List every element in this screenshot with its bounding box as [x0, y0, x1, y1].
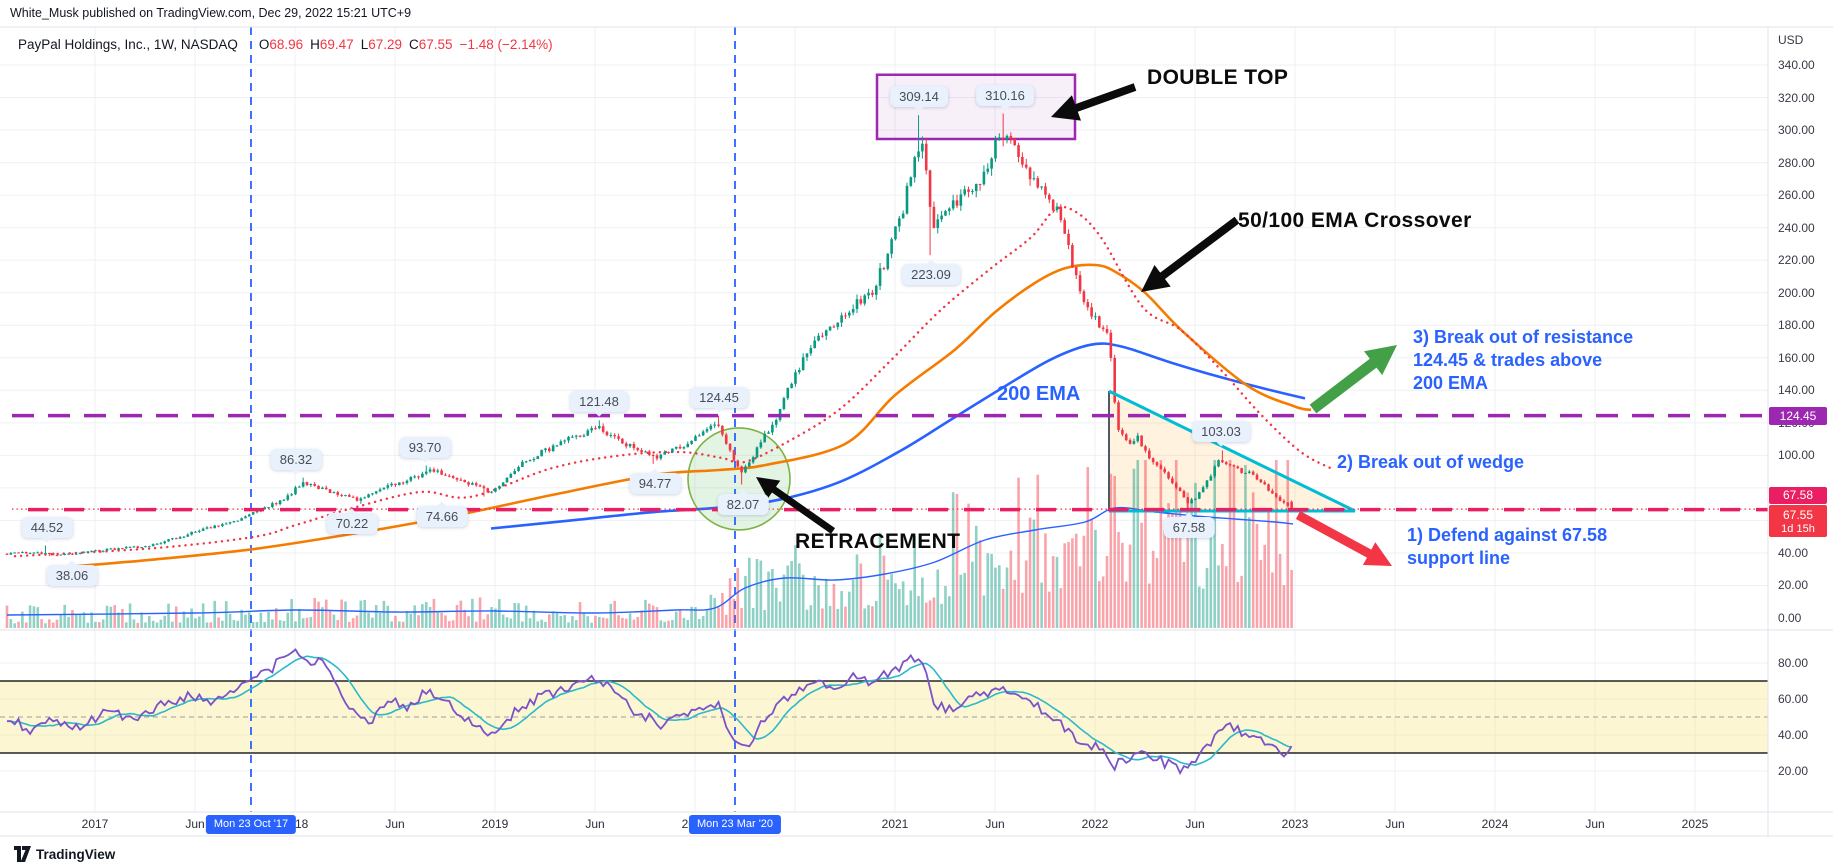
- note-line: 3) Break out of resistance: [1413, 327, 1634, 347]
- price-axis-tick[interactable]: 0.00: [1778, 611, 1802, 625]
- attribution-text: White_Musk published on TradingView.com,…: [10, 6, 412, 20]
- time-axis-label[interactable]: 2025: [1681, 817, 1709, 831]
- time-axis-label[interactable]: Jun: [385, 817, 405, 831]
- rsi-line: [6, 648, 1293, 776]
- rsi-axis-tick[interactable]: 40.00: [1778, 728, 1809, 742]
- price-callout: 103.03: [1192, 421, 1250, 443]
- price-axis-tick[interactable]: 180.00: [1778, 318, 1815, 333]
- price-callout: 309.14: [890, 86, 948, 108]
- volume-histogram: [5, 460, 1293, 628]
- tradingview-logo-icon: [14, 846, 31, 862]
- ohlc-values: O68.96 H69.47 L67.29 C67.55: [252, 37, 453, 52]
- price-axis-tick[interactable]: 280.00: [1778, 155, 1815, 170]
- time-axis-label[interactable]: Jun: [585, 817, 605, 831]
- ohlc-key: C: [409, 37, 419, 52]
- crossover-arrow: [1141, 216, 1240, 292]
- retracement-label: RETRACEMENT: [795, 530, 961, 553]
- price-axis-tick[interactable]: 160.00: [1778, 350, 1815, 365]
- rsi-axis-tick[interactable]: 60.00: [1778, 692, 1809, 706]
- support-arrow: [1295, 511, 1392, 566]
- price-axis-tick[interactable]: 140.00: [1778, 383, 1815, 398]
- price-callout: 223.09: [902, 264, 960, 286]
- bar-countdown: 1d 15h: [1781, 523, 1815, 536]
- price-callout: 93.70: [399, 436, 451, 458]
- tradingview-logo-text: TradingView: [36, 846, 116, 862]
- price-callout: 121.48: [570, 391, 628, 413]
- price-axis-tick[interactable]: 200.00: [1778, 285, 1815, 300]
- note-breakout-wedge: 2) Break out of wedge: [1337, 452, 1525, 472]
- price-axis-tick[interactable]: 220.00: [1778, 253, 1815, 268]
- retracement-circle: [687, 427, 791, 531]
- retracement-arrow: [756, 477, 835, 534]
- price-axis-tick[interactable]: 340.00: [1778, 57, 1815, 72]
- double-top-arrow: [1051, 83, 1137, 121]
- wedge-upper-trendline: [1108, 389, 1356, 513]
- tradingview-logo[interactable]: TradingView: [14, 846, 115, 862]
- price-axis-tick[interactable]: 300.00: [1778, 123, 1815, 138]
- symbol-title: PayPal Holdings, Inc., 1W, NASDAQ: [18, 37, 238, 52]
- ema-200-line: [490, 342, 1306, 530]
- price-callout: 82.07: [717, 493, 769, 515]
- event-date-badge: Mon 23 Oct '17: [205, 815, 297, 834]
- ohlc-key: L: [360, 37, 369, 52]
- price-axis-tick[interactable]: 40.00: [1778, 545, 1809, 560]
- time-axis-label[interactable]: 2024: [1481, 817, 1509, 831]
- price-callout: 38.06: [46, 565, 98, 587]
- note-line: 1) Defend against 67.58: [1407, 525, 1608, 545]
- rsi-axis-tick[interactable]: 20.00: [1778, 764, 1809, 778]
- event-date-badge: Mon 23 Mar '20: [688, 815, 782, 834]
- price-callout: 86.32: [270, 448, 322, 470]
- breakout-arrow: [1309, 345, 1397, 414]
- last-price-value: 67.55: [1782, 508, 1814, 523]
- price-callout: 44.52: [21, 516, 73, 538]
- ohlc-key: O: [258, 37, 270, 52]
- ohlc-value: 67.55: [418, 37, 453, 52]
- ema200-label: 200 EMA: [997, 383, 1081, 405]
- time-axis-label[interactable]: 2022: [1081, 817, 1109, 831]
- note-line: support line: [1407, 548, 1510, 568]
- note-defend-support: 1) Defend against 67.58 support line: [1407, 524, 1607, 570]
- price-axis-tick[interactable]: 320.00: [1778, 90, 1815, 105]
- time-axis-label[interactable]: Jun: [985, 817, 1005, 831]
- rsi-axis-tick[interactable]: 80.00: [1778, 656, 1809, 670]
- time-axis-label[interactable]: Jun: [185, 817, 205, 831]
- time-axis-label[interactable]: Jun: [1385, 817, 1405, 831]
- ohlc-value: 69.47: [319, 37, 354, 52]
- rsi-ma-line: [7, 655, 1292, 766]
- change-value: −1.48 (−2.14%): [459, 37, 553, 52]
- price-callout: 124.45: [690, 386, 748, 408]
- note-breakout-resistance: 3) Break out of resistance 124.45 & trad…: [1413, 326, 1633, 395]
- price-callout: 70.22: [326, 512, 378, 534]
- price-axis-tick[interactable]: 100.00: [1778, 448, 1815, 463]
- ohlc-value: 68.96: [269, 37, 304, 52]
- ema-crossover-label: 50/100 EMA Crossover: [1238, 209, 1472, 232]
- symbol-info-row: PayPal Holdings, Inc., 1W, NASDAQ O68.96 H…: [18, 37, 553, 52]
- price-callout: 94.77: [629, 472, 681, 494]
- price-callout: 74.66: [416, 505, 468, 527]
- price-axis-tick[interactable]: 260.00: [1778, 188, 1815, 203]
- price-axis-tick[interactable]: 20.00: [1778, 578, 1809, 593]
- note-line: 124.45 & trades above: [1413, 350, 1603, 370]
- price-callout: 310.16: [976, 84, 1034, 106]
- last-price-badge: 67.55 1d 15h: [1769, 505, 1827, 538]
- double-top-label: DOUBLE TOP: [1147, 66, 1289, 89]
- price-axis-tick[interactable]: 240.00: [1778, 220, 1815, 235]
- ema-50-line: [13, 205, 1333, 558]
- time-axis-label[interactable]: 2021: [881, 817, 909, 831]
- time-axis-label[interactable]: Jun: [1585, 817, 1605, 831]
- time-axis-label[interactable]: 2019: [481, 817, 509, 831]
- support-price-badge: 67.58: [1769, 487, 1827, 505]
- ohlc-key: H: [310, 37, 320, 52]
- time-axis-label[interactable]: 2023: [1281, 817, 1309, 831]
- time-axis-label[interactable]: Jun: [1185, 817, 1205, 831]
- time-axis-label[interactable]: 2017: [81, 817, 109, 831]
- note-line: 200 EMA: [1413, 373, 1489, 393]
- resistance-price-badge: 124.45: [1769, 406, 1827, 425]
- candlesticks: [5, 113, 1293, 557]
- price-callout: 67.58: [1163, 517, 1215, 539]
- ohlc-value: 67.29: [368, 37, 403, 52]
- price-axis-unit[interactable]: USD: [1778, 33, 1804, 47]
